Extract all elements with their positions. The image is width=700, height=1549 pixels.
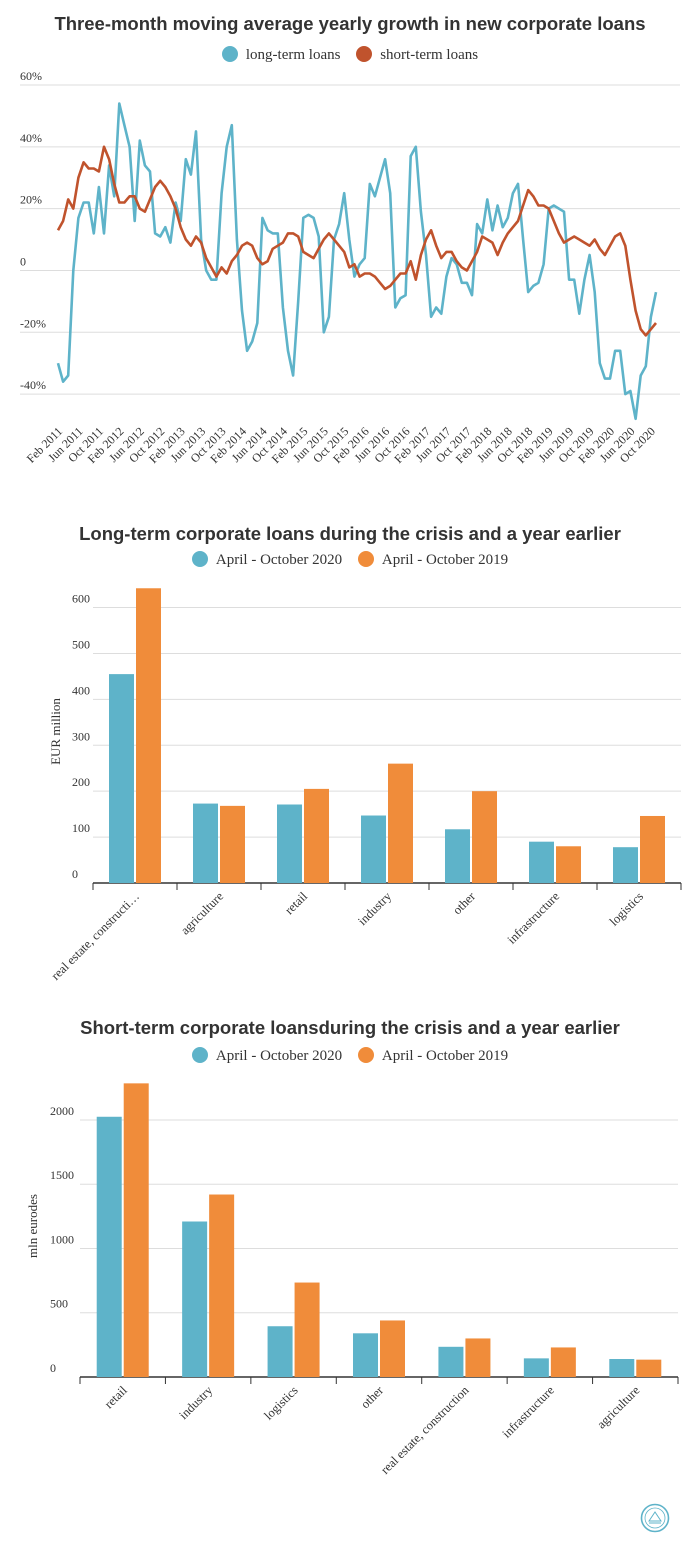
x-category-label: agriculture (594, 1383, 643, 1432)
legend-item-2019[interactable]: April - October 2019 (357, 551, 509, 569)
legend-item-short-term[interactable]: short-term loans (356, 46, 478, 64)
bar-2020 (353, 1333, 378, 1377)
y-tick-label: 600 (72, 592, 90, 606)
y-tick-label: 100 (72, 821, 90, 835)
bar-2019 (550, 1347, 576, 1377)
legend-marker (357, 551, 374, 567)
legend-marker (221, 46, 238, 62)
x-category-label: industry (176, 1383, 215, 1422)
chart-legend: April - October 2020 April - October 201… (0, 1047, 700, 1065)
y-tick-label: 60% (20, 69, 42, 83)
y-tick-label: -20% (20, 316, 46, 330)
legend-label: short-term loans (380, 47, 479, 63)
series-line-long-term (56, 102, 658, 421)
bar-2020 (267, 1326, 293, 1377)
y-tick-label: 40% (20, 131, 42, 145)
line-chart-panel: Three-month moving average yearly growth… (0, 0, 700, 510)
long-term-bar-plot: 0 100 200 300 400 500 600 EUR million real estat… (48, 588, 682, 983)
bar-2020 (96, 1116, 122, 1377)
bar-2020 (182, 1221, 208, 1377)
x-category-label: other (450, 889, 479, 918)
short-term-bar-chart-panel: Short-term corporate loansduring the cri… (0, 1005, 700, 1549)
y-tick-label: 500 (72, 637, 90, 651)
bar-2020 (109, 674, 134, 883)
chart-legend: long-term loans short-term loans (0, 46, 700, 64)
chart-title: Long-term corporate loans during the cri… (79, 523, 621, 544)
bar-2020 (445, 829, 470, 883)
bar-2020 (277, 804, 302, 883)
bar-2020 (523, 1358, 549, 1377)
y-tick-label: 300 (72, 729, 90, 743)
bar-2019 (472, 791, 497, 883)
bar-2019 (209, 1194, 235, 1377)
x-category-label: real estate, construction (378, 1383, 472, 1477)
x-category-label: agriculture (178, 889, 227, 938)
bar-2020 (613, 847, 638, 883)
bar-2020 (193, 803, 218, 883)
y-tick-label: 200 (72, 775, 90, 789)
legend-marker (191, 551, 208, 567)
legend-marker (357, 1047, 374, 1063)
y-tick-label: 2000 (50, 1104, 74, 1118)
y-axis-label: mln eurodes (25, 1194, 40, 1258)
bar-2020 (361, 815, 386, 883)
y-tick-label: 0 (50, 1361, 56, 1375)
x-category-label: retail (102, 1383, 130, 1411)
legend-label: April - October 2020 (215, 1048, 343, 1064)
bar-2019 (556, 846, 581, 883)
y-tick-label: 0 (72, 867, 78, 881)
x-category-label: infrastructure (499, 1383, 557, 1441)
legend-label: April - October 2019 (381, 552, 509, 568)
x-category-label: other (358, 1383, 387, 1412)
chart-title: Short-term corporate loansduring the cri… (80, 1017, 620, 1038)
legend-label: April - October 2019 (381, 1048, 509, 1064)
x-category-label: industry (355, 889, 394, 928)
bar-2019 (294, 1282, 320, 1377)
y-tick-label: 20% (20, 193, 42, 207)
x-category-label: real estate, constructi… (49, 889, 143, 983)
bar-2020 (438, 1346, 464, 1377)
legend-marker (191, 1047, 208, 1063)
bar-2019 (380, 1320, 405, 1377)
bar-2019 (640, 815, 665, 883)
legend-marker (356, 46, 373, 62)
x-category-label: infrastructure (505, 889, 563, 947)
legend-item-2020[interactable]: April - October 2020 (191, 551, 343, 569)
legend-label: April - October 2020 (215, 552, 343, 568)
legend-item-long-term[interactable]: long-term loans (221, 46, 341, 64)
bar-2019 (304, 788, 329, 883)
legend-item-2019[interactable]: April - October 2019 (357, 1047, 509, 1065)
short-term-bar-plot: 0 500 1000 1500 2000 mln eurodes retail industr… (25, 1083, 679, 1477)
y-axis-label: EUR million (48, 698, 63, 765)
long-term-bar-chart-panel: Long-term corporate loans during the cri… (0, 510, 700, 1005)
y-tick-label: 0 (20, 254, 26, 268)
legend-label: long-term loans (245, 47, 341, 63)
series-line-short-term (56, 145, 658, 337)
chart-legend: April - October 2020 April - October 201… (0, 551, 700, 569)
bar-2020 (609, 1359, 635, 1377)
y-tick-label: -40% (20, 378, 46, 392)
bar-2019 (636, 1359, 662, 1377)
bank-seal-logo (640, 1503, 670, 1533)
x-category-label: logistics (607, 889, 646, 928)
y-tick-label: 1000 (50, 1232, 74, 1246)
bar-2019 (465, 1338, 491, 1377)
bar-2019 (388, 763, 413, 883)
x-category-label: retail (282, 889, 310, 917)
bar-2020 (529, 841, 554, 883)
y-tick-label: 400 (72, 683, 90, 697)
x-category-label: logistics (261, 1383, 300, 1422)
bar-2019 (220, 805, 245, 883)
y-tick-label: 500 (50, 1297, 68, 1311)
y-tick-label: 1500 (50, 1168, 74, 1182)
bar-2019 (123, 1083, 149, 1377)
bar-2019 (136, 588, 161, 883)
chart-title: Three-month moving average yearly growth… (54, 13, 646, 34)
legend-item-2020[interactable]: April - October 2020 (191, 1047, 343, 1065)
